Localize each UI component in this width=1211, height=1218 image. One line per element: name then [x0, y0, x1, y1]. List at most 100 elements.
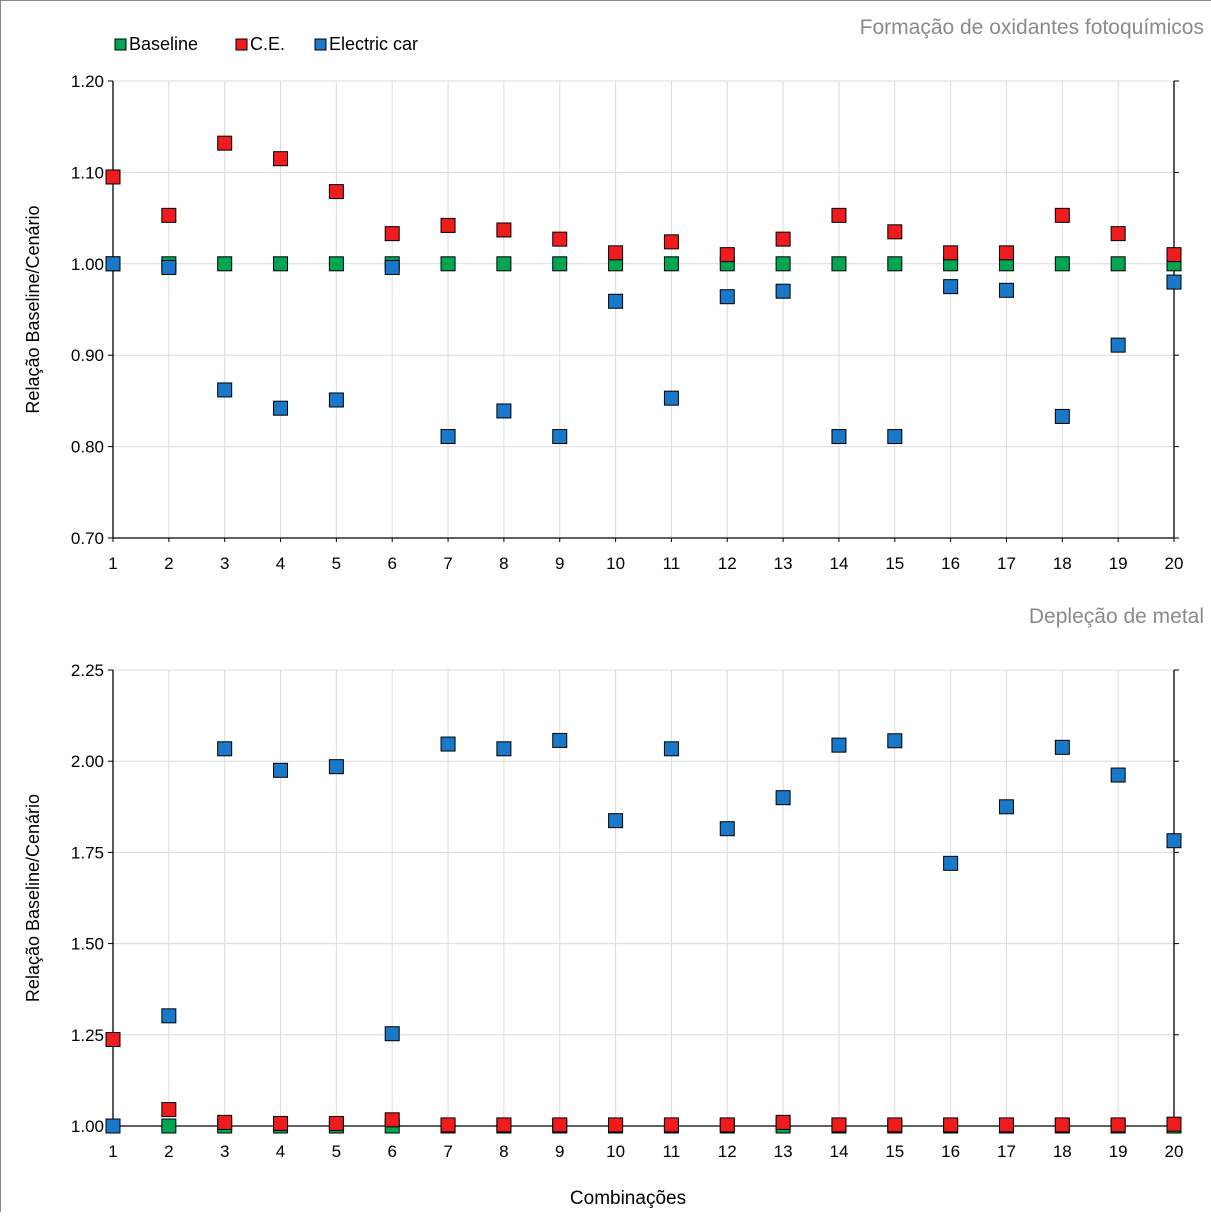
legend-swatch-electric-car — [314, 38, 327, 51]
x-tick-label: 12 — [718, 1142, 737, 1161]
y-axis-label: Relação Baseline/Cenário — [23, 794, 43, 1002]
x-tick-label: 18 — [1053, 1142, 1072, 1161]
x-tick-label: 16 — [941, 1142, 960, 1161]
series-electric-car — [105, 732, 1182, 1134]
legend: Baseline C.E. Electric car — [114, 34, 418, 54]
data-point — [943, 279, 959, 295]
x-tick-label: 7 — [443, 554, 452, 573]
data-point — [217, 741, 233, 757]
data-point — [608, 293, 624, 309]
data-point — [998, 1117, 1014, 1133]
x-tick-label: 12 — [718, 554, 737, 573]
data-point — [273, 400, 289, 416]
data-point — [384, 1026, 400, 1042]
data-point — [775, 231, 791, 247]
data-point — [552, 231, 568, 247]
y-tick-label: 0.90 — [71, 346, 104, 365]
x-tick-label: 6 — [387, 1142, 396, 1161]
data-point — [719, 289, 735, 305]
data-point — [273, 151, 289, 167]
data-point — [496, 222, 512, 238]
data-point — [719, 1117, 735, 1133]
data-point — [105, 169, 121, 185]
data-point — [1166, 247, 1182, 263]
data-point — [217, 135, 233, 151]
x-axis-label: Combinações — [570, 1188, 686, 1209]
y-tick-label: 1.50 — [71, 935, 104, 954]
data-point — [161, 207, 177, 223]
data-point — [105, 1118, 121, 1134]
data-point — [775, 1114, 791, 1130]
data-point — [105, 256, 121, 272]
data-point — [273, 762, 289, 778]
x-tick-label: 10 — [606, 554, 625, 573]
x-tick-label: 6 — [387, 554, 396, 573]
x-tick-label: 2 — [164, 554, 173, 573]
data-point — [217, 382, 233, 398]
x-tick-label: 7 — [443, 1142, 452, 1161]
x-tick-label: 1 — [108, 1142, 117, 1161]
data-point — [440, 256, 456, 272]
data-point — [552, 256, 568, 272]
data-point — [831, 256, 847, 272]
data-point — [552, 732, 568, 748]
x-tick-label: 20 — [1165, 1142, 1184, 1161]
data-point — [552, 429, 568, 445]
data-point — [1166, 1116, 1182, 1132]
data-point — [663, 234, 679, 250]
data-point — [719, 247, 735, 263]
x-tick-label: 15 — [885, 1142, 904, 1161]
data-point — [663, 1117, 679, 1133]
data-point — [1110, 256, 1126, 272]
data-point — [775, 256, 791, 272]
data-point — [1110, 337, 1126, 353]
data-point — [440, 736, 456, 752]
data-point — [943, 855, 959, 871]
data-point — [440, 1117, 456, 1133]
data-point — [608, 245, 624, 261]
x-tick-label: 4 — [276, 554, 285, 573]
x-tick-label: 18 — [1053, 554, 1072, 573]
x-tick-label: 13 — [774, 554, 793, 573]
data-point — [328, 1115, 344, 1131]
x-tick-label: 10 — [606, 1142, 625, 1161]
y-tick-label: 2.00 — [71, 752, 104, 771]
data-point — [496, 741, 512, 757]
y-axis-label: Relação Baseline/Cenário — [23, 205, 43, 413]
data-point — [831, 1117, 847, 1133]
x-tick-label: 17 — [997, 1142, 1016, 1161]
x-tick-label: 13 — [774, 1142, 793, 1161]
data-point — [943, 245, 959, 261]
y-tick-label: 1.25 — [71, 1026, 104, 1045]
legend-swatch-baseline — [114, 38, 127, 51]
y-tick-label: 1.20 — [71, 72, 104, 91]
x-tick-label: 19 — [1109, 1142, 1128, 1161]
x-tick-label: 19 — [1109, 554, 1128, 573]
x-tick-label: 11 — [663, 554, 681, 573]
data-point — [217, 256, 233, 272]
data-point — [105, 1032, 121, 1048]
data-point — [1110, 1117, 1126, 1133]
data-point — [608, 813, 624, 829]
x-tick-label: 9 — [555, 554, 564, 573]
data-point — [1054, 739, 1070, 755]
x-tick-label: 8 — [499, 1142, 508, 1161]
legend-label: Electric car — [329, 34, 418, 54]
y-tick-label: 1.10 — [71, 163, 104, 182]
data-point — [831, 737, 847, 753]
data-point — [328, 184, 344, 200]
data-point — [663, 390, 679, 406]
data-point — [998, 245, 1014, 261]
data-point — [161, 1118, 177, 1134]
x-tick-label: 14 — [829, 554, 848, 573]
data-point — [887, 429, 903, 445]
data-point — [496, 256, 512, 272]
data-point — [831, 207, 847, 223]
data-point — [663, 256, 679, 272]
data-point — [775, 283, 791, 299]
x-tick-label: 1 — [108, 554, 117, 573]
x-tick-label: 11 — [663, 1142, 681, 1161]
x-tick-label: 8 — [499, 554, 508, 573]
x-tick-label: 5 — [332, 554, 341, 573]
